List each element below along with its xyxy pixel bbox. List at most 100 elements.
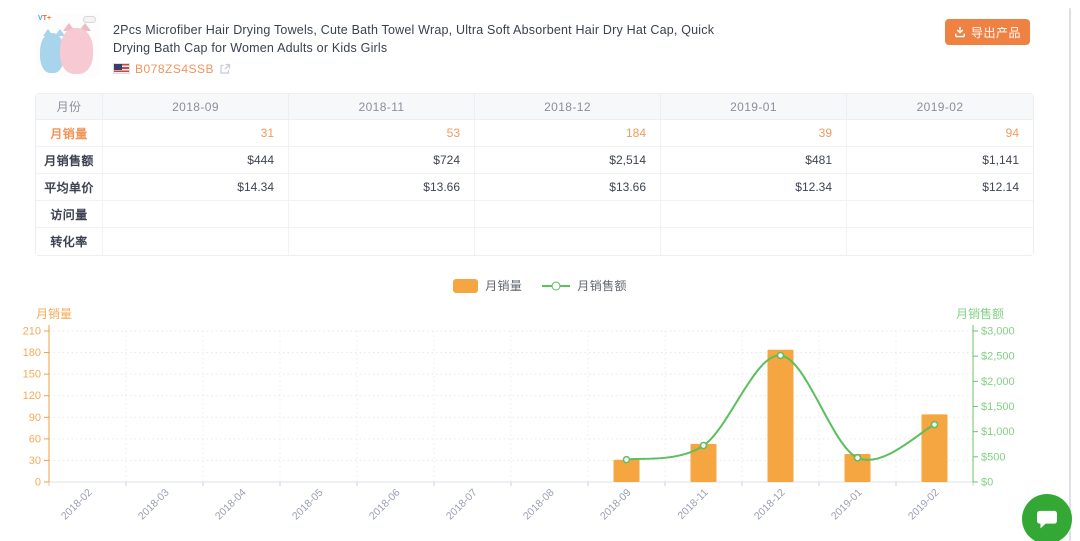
x-axis-label: 2019-01 — [829, 487, 865, 523]
x-axis-label: 2018-12 — [752, 487, 788, 523]
export-button-label: 导出产品 — [970, 25, 1021, 40]
sales-bar — [690, 443, 717, 482]
col-header-month: 2019-02 — [847, 94, 1033, 120]
data-point-marker — [699, 441, 708, 450]
table-row: 访问量 — [36, 201, 1033, 228]
left-axis-tick-label: 180 — [23, 347, 41, 359]
legend-label: 月销量 — [485, 279, 523, 293]
col-header-month: 2019-01 — [661, 94, 847, 120]
brand-logo: VT+ — [38, 15, 52, 22]
table-row: 转化率 — [36, 228, 1033, 255]
table-cell: $12.14 — [847, 174, 1033, 201]
table-cell — [475, 201, 661, 228]
table-cell — [103, 201, 289, 228]
table-row: 月销量 31 53 184 39 94 — [36, 120, 1033, 147]
x-axis-label: 2019-02 — [906, 487, 942, 523]
product-image[interactable]: VT+ — [35, 13, 100, 78]
line-marker-icon — [542, 284, 571, 287]
table-cell — [847, 201, 1033, 228]
stats-table: 月份 2018-09 2018-11 2018-12 2019-01 2019-02 月销… — [35, 93, 1034, 256]
table-cell — [661, 201, 847, 228]
table-cell: 39 — [661, 120, 847, 147]
table-cell — [661, 228, 847, 255]
left-axis-tick-label: 150 — [23, 369, 41, 381]
table-cell — [847, 228, 1033, 255]
table-body: 月销量 31 53 184 39 94 月销售额 $444 $724 $2,514 $481 $1,1… — [36, 120, 1033, 255]
col-header-month: 2018-12 — [475, 94, 661, 120]
legend-item-bar[interactable]: 月销量 — [453, 277, 522, 294]
legend-label: 月销售额 — [577, 279, 627, 293]
x-axis-label: 2018-08 — [521, 487, 557, 523]
x-axis-label: 2018-02 — [59, 487, 95, 523]
towel-ear — [55, 29, 65, 36]
table-cell: $2,514 — [475, 147, 661, 174]
product-info: 2Pcs Microfiber Hair Drying Towels, Cute… — [113, 21, 753, 76]
x-axis-label: 2018-06 — [367, 487, 403, 523]
row-label: 转化率 — [36, 228, 103, 255]
asin-row: B078ZS4SSB — [113, 61, 753, 76]
data-point-marker — [776, 351, 785, 360]
left-axis-tick-label: 0 — [35, 477, 41, 489]
legend-item-line[interactable]: 月销售额 — [542, 277, 627, 294]
right-axis-tick-label: $500 — [981, 451, 1005, 463]
table-cell: 53 — [289, 120, 475, 147]
scrollbar-track[interactable] — [1069, 8, 1071, 541]
pink-towel-shape — [60, 28, 93, 74]
left-axis-tick-label: 30 — [29, 455, 41, 467]
table-cell — [289, 201, 475, 228]
table-cell — [475, 228, 661, 255]
left-axis-tick-label: 60 — [29, 433, 41, 445]
sales-bar — [921, 414, 948, 482]
table-head: 月份 2018-09 2018-11 2018-12 2019-01 2019-02 — [36, 94, 1033, 120]
table-cell: $13.66 — [289, 174, 475, 201]
col-header-metric: 月份 — [36, 94, 103, 120]
table-cell: $12.34 — [661, 174, 847, 201]
right-axis-tick-label: $3,000 — [981, 326, 1015, 338]
sales-chart: 0 30 60 90 120 150 180 210 月销量 $0 $500 $1,000 $1,500… — [23, 306, 1015, 523]
right-axis-tick-label: $2,500 — [981, 351, 1015, 363]
sales-bar — [613, 459, 640, 482]
chat-button[interactable] — [1022, 494, 1072, 541]
data-point-marker — [930, 420, 939, 429]
left-axis-tick-label: 210 — [23, 326, 41, 338]
sales-bar — [844, 453, 871, 482]
table-cell: $14.34 — [103, 174, 289, 201]
chart-legend: 月销量 月销售额 — [0, 277, 1080, 294]
left-axis-tick-label: 90 — [29, 412, 41, 424]
export-product-button[interactable]: 导出产品 — [944, 19, 1030, 45]
x-axis-label: 2018-07 — [444, 487, 480, 523]
us-flag-icon — [113, 63, 130, 74]
towel-ear — [63, 23, 75, 31]
table-cell — [289, 228, 475, 255]
left-axis-tick-label: 120 — [23, 390, 41, 402]
x-axis-label: 2018-04 — [213, 487, 249, 523]
table-cell: 31 — [103, 120, 289, 147]
towel-ear — [43, 29, 53, 36]
external-link-icon[interactable] — [219, 63, 231, 75]
table-cell: 184 — [475, 120, 661, 147]
data-point-marker — [853, 454, 862, 462]
row-label: 月销售额 — [36, 147, 103, 174]
table-row: 月销售额 $444 $724 $2,514 $481 $1,141 — [36, 147, 1033, 174]
table-cell: $481 — [661, 147, 847, 174]
right-axis-tick-label: $2,000 — [981, 376, 1015, 388]
table-cell: $444 — [103, 147, 289, 174]
row-label: 访问量 — [36, 201, 103, 228]
row-label: 月销量 — [36, 120, 103, 147]
left-axis-name: 月销量 — [36, 307, 72, 321]
table-row: 平均单价 $14.34 $13.66 $13.66 $12.34 $12.14 — [36, 174, 1033, 201]
x-axis-label: 2018-03 — [136, 487, 172, 523]
table-cell: $1,141 — [847, 147, 1033, 174]
x-axis-label: 2018-09 — [598, 487, 634, 523]
right-axis-name: 月销售额 — [956, 306, 1004, 321]
table-cell — [103, 228, 289, 255]
right-axis-tick-label: $0 — [981, 477, 993, 489]
right-axis-tick-label: $1,000 — [981, 426, 1015, 438]
right-axis-tick-label: $1,500 — [981, 401, 1015, 413]
download-icon — [954, 26, 966, 38]
asin-link[interactable]: B078ZS4SSB — [135, 61, 215, 76]
thumb-badge — [83, 16, 96, 23]
data-point-marker — [622, 455, 631, 464]
towel-ear — [79, 23, 91, 31]
